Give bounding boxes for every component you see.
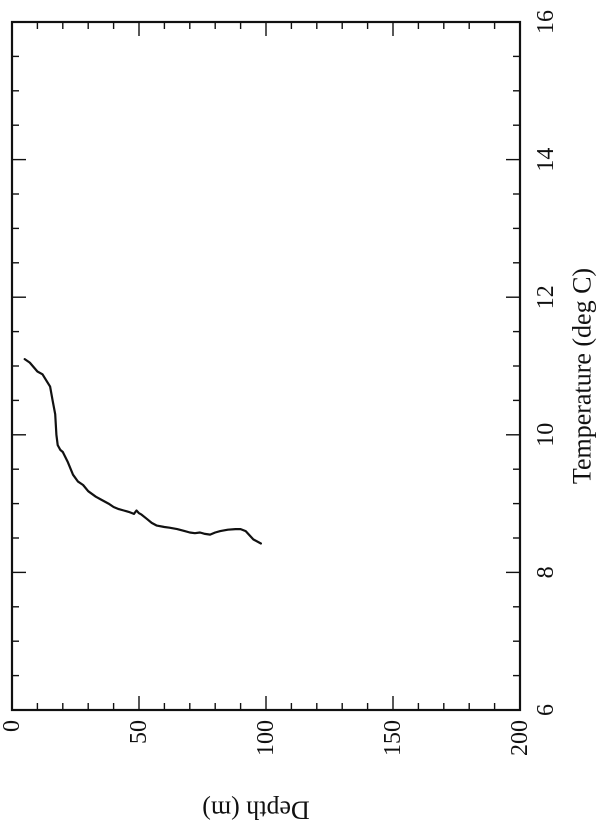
tick-marks [11,21,521,711]
temperature-tick-labels: 6 8 10 12 14 16 [533,10,559,716]
plot-frame [10,20,522,712]
temperature-axis-label: Temperature (deg C) [568,268,597,484]
temperature-tick-label: 6 [533,704,559,716]
depth-tick-label: 0 [0,720,25,732]
temperature-tick-label: 8 [533,566,559,578]
temperature-tick-label: 10 [533,423,559,447]
temperature-profile-line [23,358,262,545]
depth-tick-label: 200 [507,720,533,756]
temperature-tick-label: 16 [533,10,559,34]
depth-axis-label: Depth (m) [202,796,310,824]
depth-tick-label: 50 [126,720,152,744]
depth-tick-labels: 0 50 100 150 200 [0,720,533,756]
depth-tick-label: 100 [253,720,279,756]
depth-tick-label: 150 [380,720,406,756]
temperature-tick-label: 12 [533,285,559,309]
temperature-tick-label: 14 [533,148,559,172]
